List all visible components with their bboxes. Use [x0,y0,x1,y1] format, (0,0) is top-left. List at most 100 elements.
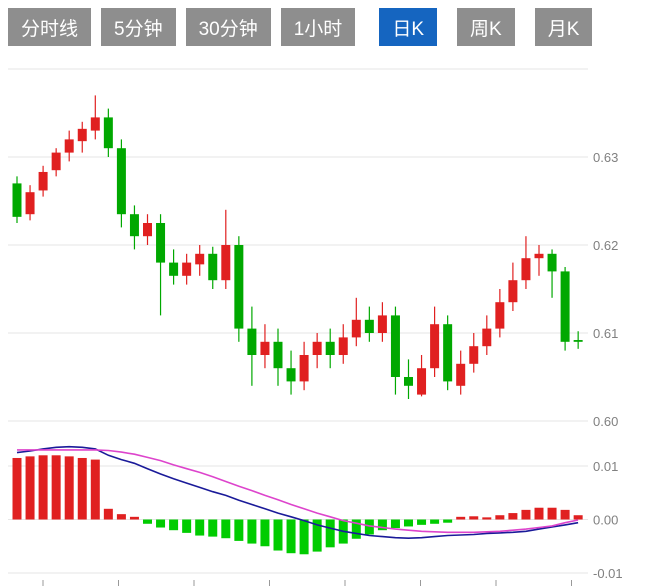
macd-bar [234,519,244,541]
candle-body [299,355,309,382]
macd-bar [116,514,126,520]
macd-bar [312,519,322,552]
dea-line [17,449,579,534]
tab-monthly-k[interactable]: 月K [534,8,593,46]
macd-axis-label: 0.00 [593,513,618,528]
macd-bar [299,519,309,555]
macd-bar [25,456,35,520]
macd-bar [482,517,492,520]
tab-5min[interactable]: 5分钟 [101,8,176,46]
candle-body [273,341,283,369]
tab-timeline[interactable]: 分时线 [8,8,92,46]
tab-30min[interactable]: 30分钟 [185,8,271,46]
macd-bar [430,519,440,524]
macd-axis-label: 0.01 [593,459,618,474]
price-axis-label: 0.61 [593,326,618,341]
macd-bar [51,455,61,520]
tab-weekly-k[interactable]: 周K [457,8,515,46]
candle-body [443,324,453,382]
candle-body [38,171,48,191]
macd-bar [12,457,22,520]
macd-bar [286,519,296,554]
macd-bar [417,519,427,525]
candle-body [260,341,270,355]
macd-bar [195,519,205,536]
candle-body [456,363,466,386]
candle-body [12,183,22,217]
tab-daily-k[interactable]: 日K [379,8,437,46]
macd-bar [103,508,113,520]
candle-body [495,302,505,329]
candle-body [547,253,557,272]
macd-bar [469,516,479,520]
candle-body [508,280,518,303]
candle-body [338,337,348,355]
interval-tab-bar: 分时线 5分钟 30分钟 1小时 日K 周K 月K [8,8,593,46]
candle-body [182,262,192,276]
tab-1hour[interactable]: 1小时 [280,8,356,46]
candle-body [221,245,231,281]
macd-bar [64,456,74,520]
candle-body [390,315,400,377]
macd-bar [521,509,531,520]
candle-body [521,258,531,281]
candle-body [469,346,479,364]
macd-bar [169,519,179,531]
candle-body [325,341,335,355]
macd-bar [534,507,544,520]
macd-bar [260,519,270,547]
macd-bar [129,516,139,520]
candle-body [143,223,152,237]
candle-body [103,117,113,149]
macd-bar [208,519,218,537]
candle-body [208,253,218,281]
macd-bar [547,507,557,520]
candle-body [77,128,87,142]
macd-bar [156,519,166,528]
macd-bar [90,459,100,520]
candle-body [247,328,257,355]
candle-body [573,340,583,342]
macd-bar [573,515,583,520]
macd-bar [143,519,152,524]
candle-body [417,368,427,395]
candle-body [169,262,179,276]
candle-body [64,139,74,153]
candle-body [90,117,100,131]
macd-bar [560,509,570,520]
macd-bar [364,519,374,535]
macd-bar [38,455,48,520]
price-axis-label: 0.62 [593,238,618,253]
candle-body [430,324,440,369]
candle-body [482,328,492,347]
macd-bar [273,519,283,551]
macd-bar [182,519,192,533]
macd-bar [351,519,361,539]
candle-body [351,319,361,338]
candle-body [377,315,387,333]
macd-bar [495,515,505,520]
macd-bar [508,513,518,520]
macd-bar [325,519,335,548]
macd-axis-label: -0.01 [593,566,623,581]
macd-bar [404,519,413,527]
candle-body [534,253,544,259]
candle-body [364,319,374,333]
candle-body [129,214,139,237]
macd-bar [390,519,400,529]
candle-body [51,152,61,171]
price-axis-label: 0.63 [593,150,618,165]
candle-body [560,271,570,342]
macd-bar [443,519,453,523]
candle-body [312,341,322,355]
macd-bar [247,519,257,544]
candle-body [286,368,296,382]
candle-body [195,253,205,265]
candle-body [156,223,166,263]
macd-bar [221,519,231,539]
candle-body [25,192,35,215]
candle-body [234,245,244,329]
candle-body [404,377,413,386]
macd-bar [456,516,466,520]
